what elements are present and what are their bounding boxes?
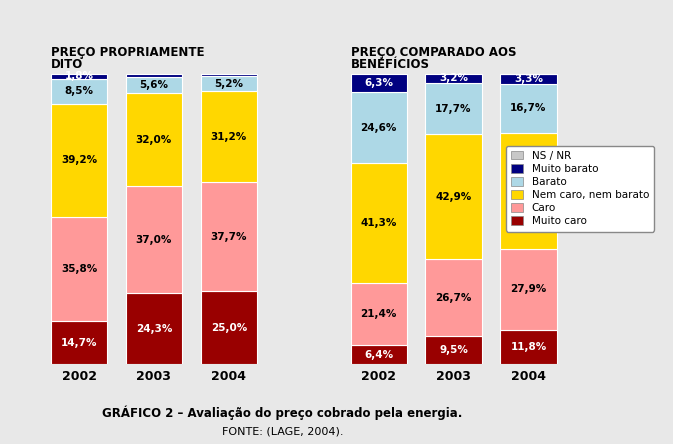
Bar	[500, 75, 557, 84]
Bar	[425, 74, 482, 83]
Text: 24,6%: 24,6%	[361, 123, 397, 133]
Text: DITO: DITO	[51, 58, 83, 71]
Text: 8,5%: 8,5%	[65, 86, 94, 96]
Bar	[51, 74, 107, 79]
Bar	[201, 74, 257, 76]
Bar	[351, 92, 406, 163]
Text: 39,2%: 39,2%	[61, 155, 97, 166]
Bar	[201, 76, 257, 91]
Bar	[500, 330, 557, 364]
Bar	[500, 74, 557, 75]
Bar	[351, 345, 406, 364]
Text: 41,3%: 41,3%	[361, 218, 397, 228]
Text: 37,7%: 37,7%	[211, 232, 247, 242]
Text: 5,2%: 5,2%	[214, 79, 244, 89]
Bar	[126, 74, 182, 77]
Bar	[201, 182, 257, 291]
Text: PREÇO PROPRIAMENTE: PREÇO PROPRIAMENTE	[51, 46, 205, 59]
Text: 1,8%: 1,8%	[65, 71, 94, 81]
Bar	[351, 283, 406, 345]
Text: 3,2%: 3,2%	[439, 73, 468, 83]
Text: 5,6%: 5,6%	[139, 80, 168, 90]
Bar	[425, 83, 482, 135]
Bar	[126, 93, 182, 186]
Text: 42,9%: 42,9%	[435, 192, 472, 202]
Bar	[51, 79, 107, 103]
Text: 37,0%: 37,0%	[136, 235, 172, 245]
Bar	[500, 249, 557, 330]
Text: 31,2%: 31,2%	[211, 131, 247, 142]
Text: GRÁFICO 2 – Avaliação do preço cobrado pela energia.: GRÁFICO 2 – Avaliação do preço cobrado p…	[102, 405, 463, 420]
Text: 35,8%: 35,8%	[61, 264, 97, 274]
Text: BENEFÍCIOS: BENEFÍCIOS	[351, 58, 429, 71]
Bar	[351, 163, 406, 283]
Text: 27,9%: 27,9%	[510, 284, 546, 294]
Text: 9,5%: 9,5%	[439, 345, 468, 355]
Text: PREÇO COMPARADO AOS: PREÇO COMPARADO AOS	[351, 46, 516, 59]
Text: 14,7%: 14,7%	[61, 338, 98, 348]
Bar	[500, 133, 557, 249]
Bar	[425, 135, 482, 259]
Text: 24,3%: 24,3%	[136, 324, 172, 334]
Text: 40,0%: 40,0%	[510, 186, 546, 196]
Text: 21,4%: 21,4%	[361, 309, 397, 319]
Bar	[51, 103, 107, 218]
Bar	[201, 291, 257, 364]
Text: 6,4%: 6,4%	[364, 350, 393, 360]
Text: 11,8%: 11,8%	[510, 342, 546, 352]
Text: 16,7%: 16,7%	[510, 103, 546, 113]
Bar	[351, 74, 406, 92]
Bar	[425, 337, 482, 364]
Bar	[201, 91, 257, 182]
Legend: NS / NR, Muito barato, Barato, Nem caro, nem barato, Caro, Muito caro: NS / NR, Muito barato, Barato, Nem caro,…	[505, 146, 654, 232]
Bar	[51, 321, 107, 364]
Bar	[126, 77, 182, 93]
Bar	[126, 293, 182, 364]
Bar	[500, 84, 557, 133]
Bar	[51, 218, 107, 321]
Text: 25,0%: 25,0%	[211, 323, 247, 333]
Bar	[126, 186, 182, 293]
Text: 32,0%: 32,0%	[136, 135, 172, 145]
Text: 6,3%: 6,3%	[364, 78, 393, 88]
Text: 26,7%: 26,7%	[435, 293, 472, 303]
Text: 3,3%: 3,3%	[514, 74, 543, 84]
Bar	[425, 259, 482, 337]
Text: FONTE: (LAGE, 2004).: FONTE: (LAGE, 2004).	[222, 426, 343, 436]
Text: 17,7%: 17,7%	[435, 103, 472, 114]
